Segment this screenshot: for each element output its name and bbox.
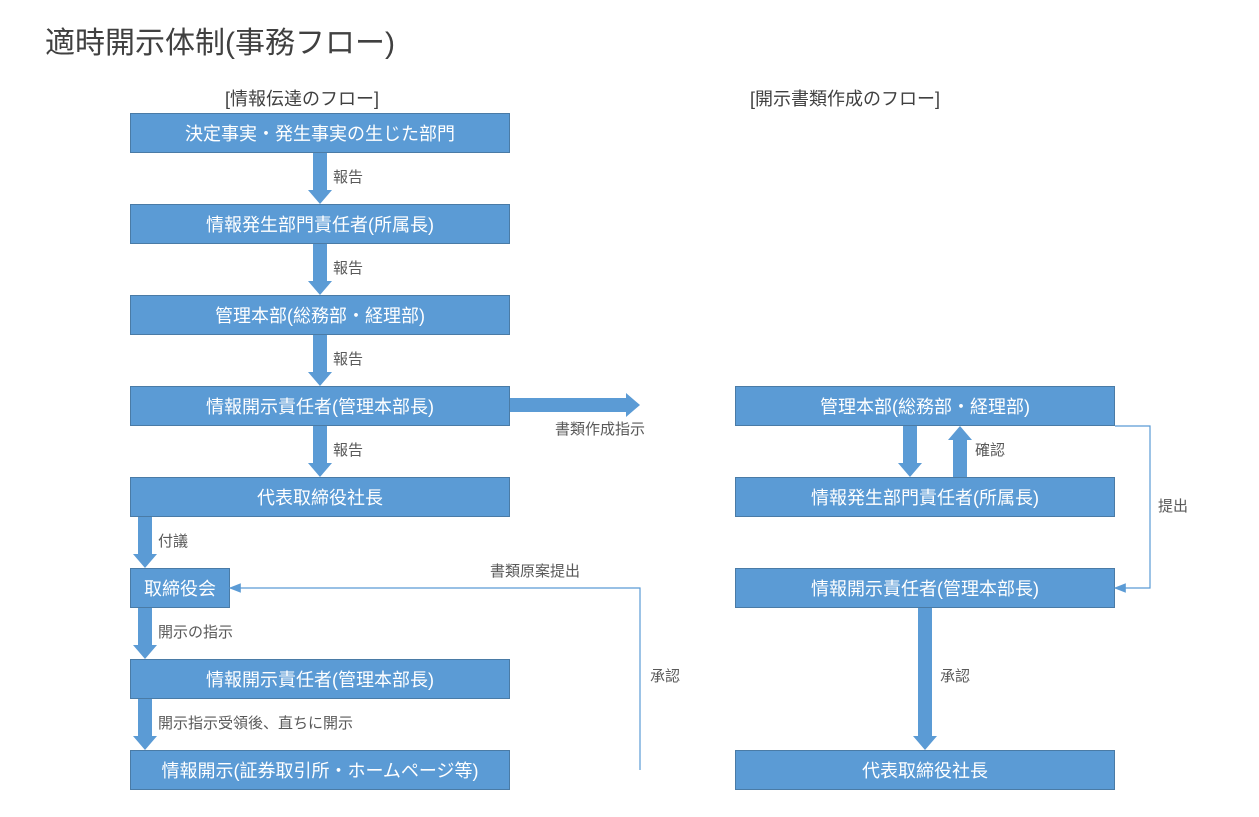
flow-node: 情報開示責任者(管理本部長) (735, 568, 1115, 608)
flow-node: 管理本部(総務部・経理部) (130, 295, 510, 335)
flow-node: 代表取締役社長 (130, 477, 510, 517)
edge-label: 承認 (650, 665, 680, 686)
flow-node: 管理本部(総務部・経理部) (735, 386, 1115, 426)
edge-label: 提出 (1158, 495, 1188, 516)
edge-label: 承認 (940, 665, 970, 686)
flow-node: 情報発生部門責任者(所属長) (735, 477, 1115, 517)
section-header: [開示書類作成のフロー] (750, 85, 940, 111)
flow-node: 情報開示(証券取引所・ホームページ等) (130, 750, 510, 790)
flow-arrow (898, 426, 922, 477)
flow-connector (1115, 426, 1150, 588)
flow-arrow (308, 335, 332, 386)
flow-arrow (133, 517, 157, 568)
edge-label: 書類原案提出 (490, 560, 580, 581)
flow-arrow (308, 426, 332, 477)
flow-node: 情報開示責任者(管理本部長) (130, 659, 510, 699)
page-title: 適時開示体制(事務フロー) (45, 18, 395, 62)
flow-arrow (510, 393, 640, 417)
flow-arrow (948, 426, 972, 477)
edge-label: 報告 (333, 257, 363, 278)
flowchart-stage: 適時開示体制(事務フロー) [情報伝達のフロー] [開示書類作成のフロー] 決定事実・… (0, 0, 1259, 817)
flow-arrow (308, 244, 332, 295)
flow-arrow (913, 608, 937, 750)
flow-node: 情報開示責任者(管理本部長) (130, 386, 510, 426)
edge-label: 開示指示受領後、直ちに開示 (158, 712, 353, 733)
edge-label: 付議 (158, 530, 188, 551)
flow-arrow (308, 153, 332, 204)
section-header: [情報伝達のフロー] (225, 85, 379, 111)
edge-label: 報告 (333, 348, 363, 369)
edge-label: 確認 (975, 439, 1005, 460)
flow-arrow (133, 699, 157, 750)
flow-node: 代表取締役社長 (735, 750, 1115, 790)
flow-node: 情報発生部門責任者(所属長) (130, 204, 510, 244)
flow-node: 決定事実・発生事実の生じた部門 (130, 113, 510, 153)
edge-label: 報告 (333, 439, 363, 460)
flow-node: 取締役会 (130, 568, 230, 608)
flow-arrow (133, 608, 157, 659)
edge-label: 報告 (333, 166, 363, 187)
edge-label: 書類作成指示 (555, 418, 645, 439)
edge-label: 開示の指示 (158, 621, 233, 642)
